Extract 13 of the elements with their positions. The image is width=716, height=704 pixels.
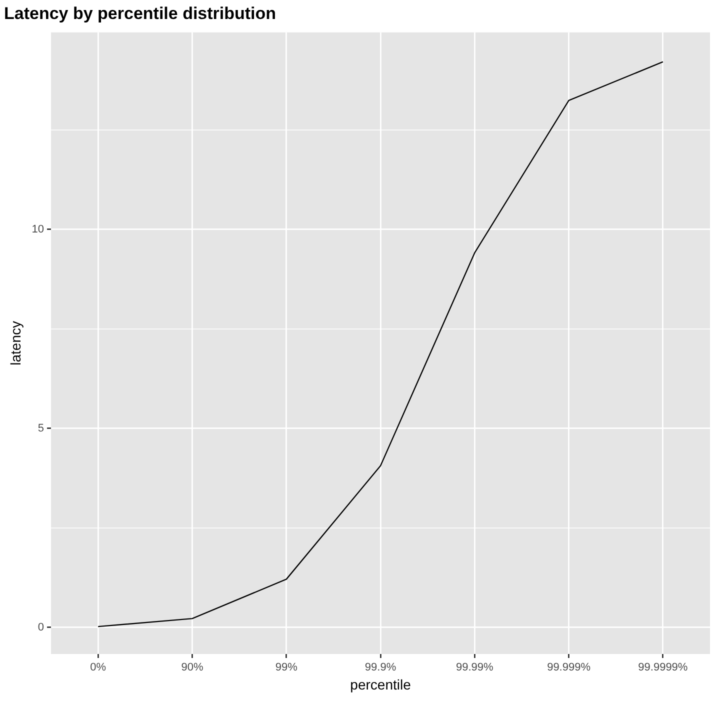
x-tick-label: 0% — [90, 662, 106, 674]
y-tick-label: 0 — [38, 621, 44, 634]
chart-title: Latency by percentile distribution — [4, 4, 276, 23]
x-tick-label: 90% — [181, 662, 204, 674]
y-axis-title: latency — [7, 321, 24, 366]
y-tick-label: 5 — [38, 422, 44, 434]
x-axis-title: percentile — [350, 676, 412, 692]
x-tick-label: 99.9999% — [638, 662, 688, 674]
x-tick-label: 99% — [275, 662, 298, 674]
y-tick-label: 10 — [32, 223, 44, 236]
x-tick-label: 99.999% — [547, 662, 591, 674]
x-tick-label: 99.9% — [364, 662, 396, 674]
x-tick-label: 99.99% — [456, 662, 494, 674]
